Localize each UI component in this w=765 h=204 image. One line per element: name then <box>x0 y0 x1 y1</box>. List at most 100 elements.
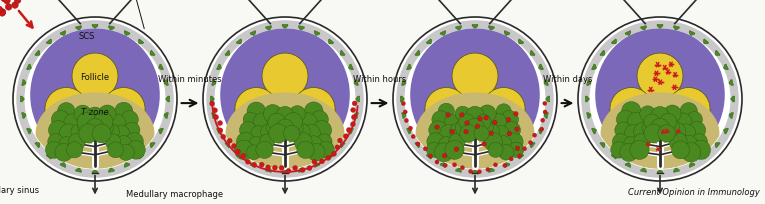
Polygon shape <box>349 129 353 134</box>
Polygon shape <box>591 65 597 71</box>
Ellipse shape <box>35 93 155 175</box>
Circle shape <box>47 134 63 150</box>
Circle shape <box>438 104 454 120</box>
Circle shape <box>475 124 480 129</box>
Polygon shape <box>138 40 144 45</box>
Circle shape <box>69 134 86 150</box>
Circle shape <box>256 142 273 159</box>
Polygon shape <box>109 168 115 173</box>
Circle shape <box>425 88 467 131</box>
Ellipse shape <box>31 28 160 163</box>
Circle shape <box>435 125 439 130</box>
Circle shape <box>343 134 348 139</box>
Circle shape <box>503 164 507 168</box>
Polygon shape <box>225 143 230 148</box>
Circle shape <box>432 111 449 129</box>
Circle shape <box>633 134 650 150</box>
Circle shape <box>79 124 98 143</box>
Circle shape <box>428 154 432 158</box>
Polygon shape <box>715 143 720 148</box>
Polygon shape <box>530 51 536 57</box>
Circle shape <box>450 130 454 134</box>
Polygon shape <box>328 154 334 159</box>
Circle shape <box>475 114 491 130</box>
Circle shape <box>311 111 328 129</box>
Polygon shape <box>546 97 549 102</box>
Circle shape <box>304 102 323 121</box>
Circle shape <box>51 111 70 129</box>
Circle shape <box>24 29 165 170</box>
Circle shape <box>108 142 123 158</box>
Polygon shape <box>92 25 98 29</box>
Circle shape <box>439 137 454 152</box>
Circle shape <box>261 124 276 140</box>
Circle shape <box>259 134 275 150</box>
Polygon shape <box>455 27 461 31</box>
Circle shape <box>213 115 219 120</box>
Circle shape <box>214 29 356 170</box>
Circle shape <box>464 130 468 134</box>
Circle shape <box>210 102 214 106</box>
Polygon shape <box>158 129 164 134</box>
Polygon shape <box>27 129 31 134</box>
Circle shape <box>409 126 412 131</box>
Circle shape <box>620 143 638 162</box>
Polygon shape <box>76 27 82 31</box>
Circle shape <box>515 127 519 132</box>
Circle shape <box>246 160 250 164</box>
Circle shape <box>405 119 409 123</box>
Circle shape <box>86 108 103 124</box>
Circle shape <box>644 114 659 130</box>
Circle shape <box>5 0 11 2</box>
Circle shape <box>454 147 459 152</box>
Polygon shape <box>689 31 695 36</box>
Circle shape <box>236 149 240 154</box>
Polygon shape <box>265 27 272 31</box>
Circle shape <box>78 121 93 135</box>
Circle shape <box>507 132 512 136</box>
Circle shape <box>127 141 145 159</box>
Polygon shape <box>236 154 242 159</box>
Circle shape <box>522 147 526 151</box>
Polygon shape <box>673 27 679 31</box>
Ellipse shape <box>601 93 719 175</box>
Circle shape <box>106 134 121 150</box>
Circle shape <box>351 115 356 120</box>
Polygon shape <box>488 168 494 173</box>
Polygon shape <box>600 143 605 148</box>
Circle shape <box>429 121 448 140</box>
Circle shape <box>213 108 217 113</box>
Circle shape <box>506 118 511 122</box>
Polygon shape <box>400 97 404 102</box>
Circle shape <box>125 133 144 151</box>
Circle shape <box>452 54 498 100</box>
Circle shape <box>483 133 503 151</box>
Circle shape <box>308 144 325 161</box>
Circle shape <box>637 54 683 100</box>
Circle shape <box>445 141 464 160</box>
Polygon shape <box>164 113 168 119</box>
Circle shape <box>249 137 264 152</box>
Polygon shape <box>314 163 320 168</box>
Circle shape <box>293 123 310 141</box>
Circle shape <box>263 105 282 123</box>
Circle shape <box>269 124 288 143</box>
Polygon shape <box>640 168 646 173</box>
Circle shape <box>610 142 627 158</box>
Circle shape <box>110 115 125 130</box>
Circle shape <box>459 114 475 130</box>
Circle shape <box>99 105 116 123</box>
Circle shape <box>0 11 5 17</box>
Circle shape <box>677 124 696 143</box>
Polygon shape <box>611 154 617 159</box>
Polygon shape <box>349 65 353 71</box>
Circle shape <box>543 110 547 114</box>
Circle shape <box>239 122 257 139</box>
Circle shape <box>663 105 681 123</box>
Polygon shape <box>488 27 494 31</box>
Circle shape <box>624 125 643 143</box>
Circle shape <box>266 119 285 137</box>
Polygon shape <box>539 129 543 134</box>
Circle shape <box>493 163 497 167</box>
Text: Medullary sinus: Medullary sinus <box>0 185 40 194</box>
